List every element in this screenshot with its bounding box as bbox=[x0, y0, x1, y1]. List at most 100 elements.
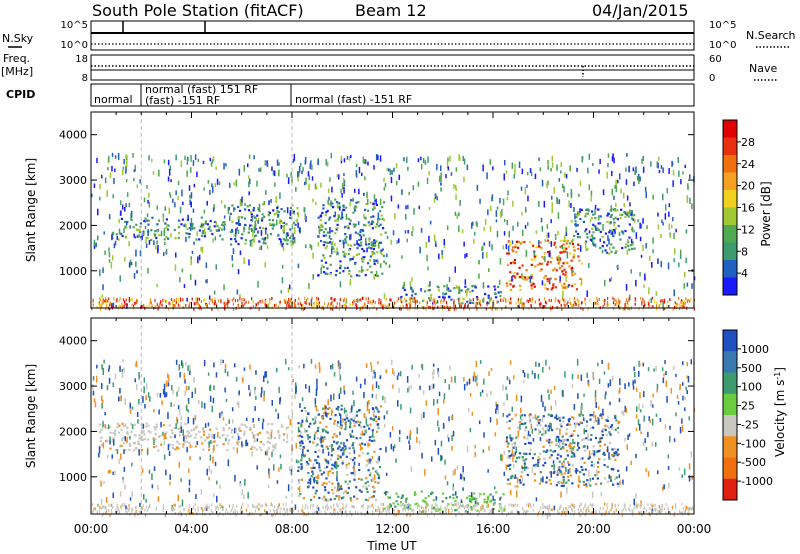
heatmap-cell bbox=[194, 436, 197, 439]
heatmap-cell bbox=[371, 418, 374, 421]
heatmap-cell bbox=[661, 367, 664, 372]
heatmap-cell bbox=[378, 242, 380, 249]
heatmap-cell bbox=[644, 506, 646, 510]
heatmap-cell bbox=[209, 440, 212, 445]
heatmap-cell bbox=[413, 296, 415, 300]
heatmap-cell bbox=[479, 198, 481, 204]
heatmap-cell bbox=[513, 271, 516, 275]
heatmap-cell bbox=[490, 390, 492, 396]
heatmap-cell bbox=[366, 480, 369, 483]
heatmap-cell bbox=[568, 200, 570, 208]
heatmap-cell bbox=[593, 411, 595, 418]
heatmap-cell bbox=[285, 502, 287, 506]
heatmap-cell bbox=[404, 230, 407, 234]
heatmap-cell bbox=[372, 467, 375, 470]
heatmap-cell bbox=[368, 400, 370, 405]
heatmap-cell bbox=[336, 476, 338, 482]
heatmap-cell bbox=[334, 466, 337, 469]
heatmap-cell bbox=[121, 204, 124, 210]
heatmap-cell bbox=[443, 399, 445, 404]
heatmap-cell bbox=[554, 278, 557, 281]
heatmap-cell bbox=[391, 170, 393, 175]
heatmap-cell bbox=[321, 211, 324, 214]
heatmap-cell bbox=[178, 434, 181, 437]
heatmap-cell bbox=[398, 436, 401, 442]
heatmap-cell bbox=[543, 430, 545, 436]
heatmap-cell bbox=[578, 423, 581, 426]
heatmap-cell bbox=[527, 467, 530, 470]
heatmap-cell bbox=[628, 433, 631, 437]
nsky-tick-high: 10^5 bbox=[61, 20, 88, 31]
heatmap-cell bbox=[468, 379, 471, 385]
heatmap-cell bbox=[179, 206, 182, 214]
heatmap-cell bbox=[436, 163, 438, 171]
heatmap-cell bbox=[214, 299, 216, 303]
heatmap-cell bbox=[523, 379, 525, 384]
heatmap-cell bbox=[327, 412, 330, 415]
heatmap-cell bbox=[375, 393, 378, 400]
heatmap-cell bbox=[366, 191, 368, 199]
heatmap-cell bbox=[156, 240, 158, 245]
heatmap-cell bbox=[311, 176, 314, 181]
heatmap-cell bbox=[574, 301, 576, 305]
heatmap-cell bbox=[355, 164, 358, 168]
heatmap-cell bbox=[688, 416, 690, 421]
heatmap-cell bbox=[315, 406, 318, 411]
heatmap-cell bbox=[325, 445, 328, 448]
heatmap-cell bbox=[273, 213, 276, 216]
heatmap-cell bbox=[456, 465, 459, 471]
heatmap-cell bbox=[542, 476, 544, 483]
heatmap-cell bbox=[504, 160, 506, 166]
heatmap-cell bbox=[102, 284, 104, 291]
heatmap-cell bbox=[407, 508, 409, 512]
heatmap-cell bbox=[556, 164, 558, 171]
heatmap-cell bbox=[308, 425, 311, 428]
heatmap-cell bbox=[507, 299, 509, 302]
heatmap-cell bbox=[657, 212, 659, 217]
heatmap-cell bbox=[269, 298, 271, 301]
heatmap-cell bbox=[557, 466, 560, 469]
heatmap-cell bbox=[125, 179, 128, 183]
heatmap-cell bbox=[589, 238, 592, 241]
heatmap-cell bbox=[609, 433, 612, 436]
heatmap-cell bbox=[545, 439, 548, 442]
heatmap-cell bbox=[428, 207, 431, 211]
heatmap-cell bbox=[366, 459, 369, 462]
heatmap-cell bbox=[606, 425, 609, 428]
heatmap-cell bbox=[201, 442, 204, 445]
heatmap-cell bbox=[590, 461, 593, 464]
heatmap-cell bbox=[117, 509, 119, 513]
heatmap-cell bbox=[125, 154, 127, 160]
heatmap-cell bbox=[169, 481, 171, 486]
heatmap-cell bbox=[306, 463, 309, 466]
heatmap-cell bbox=[447, 287, 450, 290]
heatmap-cell bbox=[239, 429, 242, 432]
heatmap-cell bbox=[469, 427, 472, 433]
heatmap-cell bbox=[679, 426, 682, 434]
heatmap-cell bbox=[361, 430, 364, 436]
heatmap-cell bbox=[262, 443, 265, 446]
heatmap-cell bbox=[445, 510, 447, 514]
heatmap-cell bbox=[530, 274, 533, 277]
heatmap-cell bbox=[239, 294, 241, 299]
heatmap-cell bbox=[420, 288, 422, 292]
heatmap-cell bbox=[226, 371, 229, 377]
heatmap-cell bbox=[109, 447, 112, 450]
heatmap-cell bbox=[529, 503, 531, 506]
heatmap-cell bbox=[569, 468, 571, 473]
heatmap-cell bbox=[483, 297, 485, 301]
heatmap-cell bbox=[337, 216, 341, 219]
heatmap-cell bbox=[347, 243, 350, 246]
heatmap-cell bbox=[101, 364, 103, 370]
heatmap-cell bbox=[608, 441, 612, 445]
heatmap-cell bbox=[328, 480, 331, 483]
heatmap-cell bbox=[179, 277, 181, 283]
heatmap-cell bbox=[195, 494, 197, 500]
heatmap-cell bbox=[610, 215, 613, 218]
heatmap-cell bbox=[234, 363, 236, 368]
heatmap-cell bbox=[237, 440, 240, 444]
heatmap-cell bbox=[506, 376, 509, 381]
heatmap-cell bbox=[538, 458, 541, 461]
heatmap-cell bbox=[621, 213, 624, 216]
heatmap-cell bbox=[325, 425, 328, 428]
